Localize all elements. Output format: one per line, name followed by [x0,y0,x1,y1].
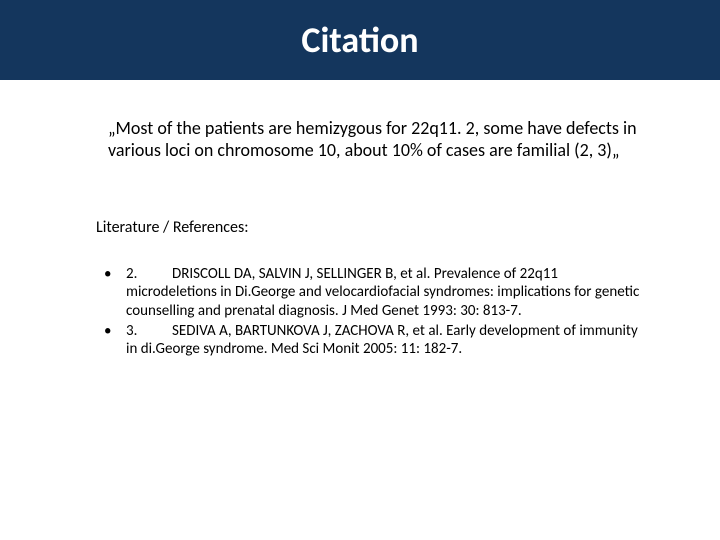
reference-number: 3. [126,322,142,340]
reference-number: 2. [126,265,142,283]
title-bar: Citation [0,0,720,80]
reference-text: DRISCOLL DA, SALVIN J, SELLINGER B, et a… [126,265,639,320]
list-item: 2.DRISCOLL DA, SALVIN J, SELLINGER B, et… [96,265,646,320]
slide-title: Citation [301,18,418,62]
references-list: 2.DRISCOLL DA, SALVIN J, SELLINGER B, et… [96,265,646,360]
slide: Citation „Most of the patients are hemiz… [0,0,720,540]
list-item: 3.SEDIVA A, BARTUNKOVA J, ZACHOVA R, et … [96,322,646,359]
citation-quote: „Most of the patients are hemizygous for… [108,118,638,162]
reference-text: SEDIVA A, BARTUNKOVA J, ZACHOVA R, et al… [126,322,638,358]
references-heading: Literature / References: [96,218,249,237]
